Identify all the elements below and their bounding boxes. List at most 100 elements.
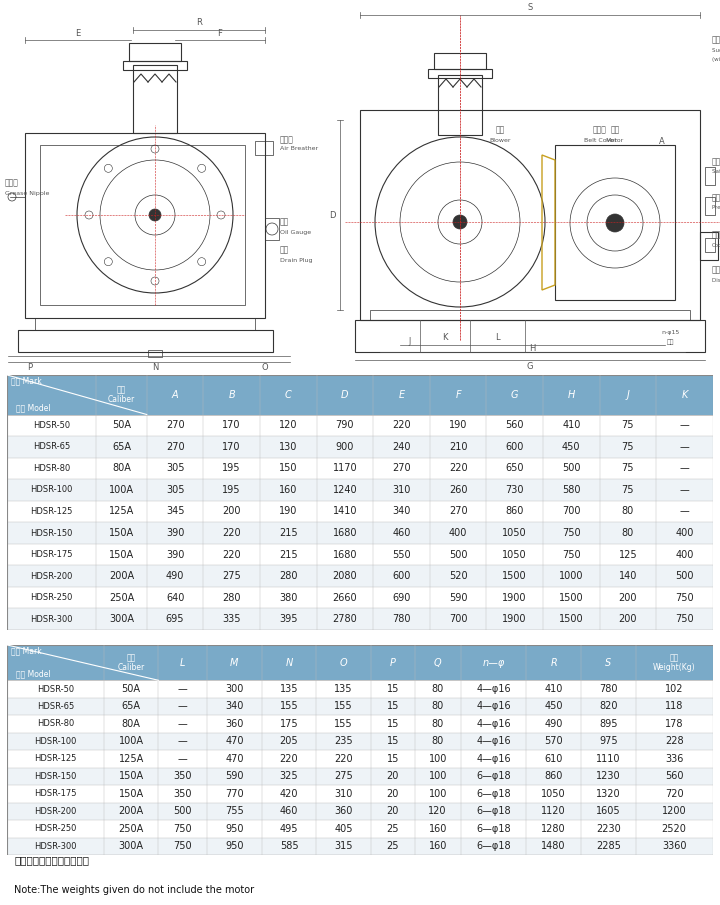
Text: 140: 140 bbox=[618, 571, 637, 581]
Text: Cock: Cock bbox=[712, 243, 720, 247]
Bar bbox=[7, 522, 713, 544]
Text: 335: 335 bbox=[222, 614, 241, 624]
Text: 135: 135 bbox=[334, 684, 353, 694]
Text: 150A: 150A bbox=[109, 528, 134, 538]
Text: HDSR-50: HDSR-50 bbox=[37, 684, 74, 693]
Text: 15: 15 bbox=[387, 754, 399, 764]
Bar bbox=[7, 715, 713, 733]
Text: 300A: 300A bbox=[119, 842, 143, 852]
Text: 750: 750 bbox=[562, 528, 580, 538]
Text: 重量
Weight(Kg): 重量 Weight(Kg) bbox=[653, 653, 696, 672]
Text: 340: 340 bbox=[225, 701, 243, 711]
Text: 4—φ16: 4—φ16 bbox=[476, 737, 511, 747]
Bar bbox=[123, 61, 187, 70]
Text: Motor: Motor bbox=[606, 138, 624, 142]
Text: 220: 220 bbox=[222, 549, 241, 559]
Text: 860: 860 bbox=[544, 771, 563, 781]
Text: B: B bbox=[228, 390, 235, 400]
Bar bbox=[7, 645, 713, 681]
Text: 250A: 250A bbox=[109, 593, 134, 603]
Text: 640: 640 bbox=[166, 593, 184, 603]
Text: 1500: 1500 bbox=[559, 593, 584, 603]
Text: 80: 80 bbox=[431, 701, 444, 711]
Text: 350: 350 bbox=[174, 789, 192, 799]
Text: 1900: 1900 bbox=[503, 593, 527, 603]
Text: 150: 150 bbox=[279, 463, 297, 473]
Text: 178: 178 bbox=[665, 719, 683, 729]
Text: 皮带罩: 皮带罩 bbox=[593, 126, 607, 135]
Text: 260: 260 bbox=[449, 485, 467, 495]
Text: 220: 220 bbox=[392, 420, 411, 430]
Text: 590: 590 bbox=[449, 593, 467, 603]
Text: 170: 170 bbox=[222, 420, 241, 430]
Text: 405: 405 bbox=[334, 824, 353, 834]
Text: K: K bbox=[681, 390, 688, 400]
Text: 1170: 1170 bbox=[333, 463, 357, 473]
Text: HDSR-300: HDSR-300 bbox=[35, 842, 77, 851]
Text: 650: 650 bbox=[505, 463, 524, 473]
Text: 125A: 125A bbox=[109, 507, 134, 517]
Text: —: — bbox=[680, 442, 689, 452]
Text: 2080: 2080 bbox=[333, 571, 357, 581]
Text: 记号 Mark: 记号 Mark bbox=[11, 376, 42, 386]
Text: 340: 340 bbox=[392, 507, 410, 517]
Bar bbox=[705, 197, 715, 215]
Text: 390: 390 bbox=[166, 549, 184, 559]
Text: 20: 20 bbox=[387, 771, 399, 781]
Text: Pressure Gauge: Pressure Gauge bbox=[712, 205, 720, 211]
Text: 1680: 1680 bbox=[333, 528, 357, 538]
Bar bbox=[438, 75, 482, 135]
Bar bbox=[7, 608, 713, 630]
Text: S: S bbox=[527, 4, 533, 13]
Text: 口径
Caliber: 口径 Caliber bbox=[117, 653, 145, 672]
Text: 235: 235 bbox=[334, 737, 353, 747]
Text: R: R bbox=[550, 658, 557, 668]
Text: 80: 80 bbox=[431, 737, 444, 747]
Circle shape bbox=[149, 209, 161, 221]
Text: 460: 460 bbox=[280, 806, 298, 816]
Text: F: F bbox=[217, 30, 222, 39]
Circle shape bbox=[606, 214, 624, 232]
Text: HDSR-65: HDSR-65 bbox=[33, 443, 71, 452]
Text: A: A bbox=[659, 138, 665, 147]
Text: 730: 730 bbox=[505, 485, 524, 495]
Text: 200A: 200A bbox=[119, 806, 144, 816]
Text: 200: 200 bbox=[618, 614, 637, 624]
Bar bbox=[7, 458, 713, 479]
Text: 310: 310 bbox=[392, 485, 410, 495]
Bar bbox=[434, 53, 486, 69]
Text: 750: 750 bbox=[675, 593, 694, 603]
Text: 520: 520 bbox=[449, 571, 467, 581]
Text: 2660: 2660 bbox=[333, 593, 357, 603]
Text: 6—φ18: 6—φ18 bbox=[476, 806, 511, 816]
Text: 1240: 1240 bbox=[333, 485, 357, 495]
Bar bbox=[7, 698, 713, 715]
Text: 820: 820 bbox=[599, 701, 618, 711]
Text: 228: 228 bbox=[665, 737, 683, 747]
Text: 210: 210 bbox=[449, 442, 467, 452]
Text: 155: 155 bbox=[279, 701, 298, 711]
Bar bbox=[25, 133, 265, 318]
Text: S: S bbox=[605, 658, 611, 668]
Text: 325: 325 bbox=[279, 771, 298, 781]
Text: 黄油杯: 黄油杯 bbox=[5, 178, 19, 187]
Text: O: O bbox=[261, 363, 269, 371]
Text: 900: 900 bbox=[336, 442, 354, 452]
Text: 270: 270 bbox=[166, 442, 184, 452]
Text: 600: 600 bbox=[392, 571, 410, 581]
Text: 155: 155 bbox=[334, 719, 353, 729]
Text: 2285: 2285 bbox=[595, 842, 621, 852]
Bar bbox=[7, 414, 713, 436]
Text: P: P bbox=[27, 363, 32, 371]
Text: 65A: 65A bbox=[112, 442, 131, 452]
Text: F: F bbox=[455, 390, 461, 400]
Text: 1900: 1900 bbox=[503, 614, 527, 624]
Text: 695: 695 bbox=[166, 614, 184, 624]
Text: L: L bbox=[495, 332, 499, 341]
Text: Blower: Blower bbox=[490, 138, 510, 142]
Text: 100: 100 bbox=[428, 771, 447, 781]
Text: 280: 280 bbox=[222, 593, 241, 603]
Text: 125A: 125A bbox=[119, 754, 144, 764]
Text: Suction Silencer: Suction Silencer bbox=[712, 47, 720, 52]
Text: 1230: 1230 bbox=[596, 771, 621, 781]
